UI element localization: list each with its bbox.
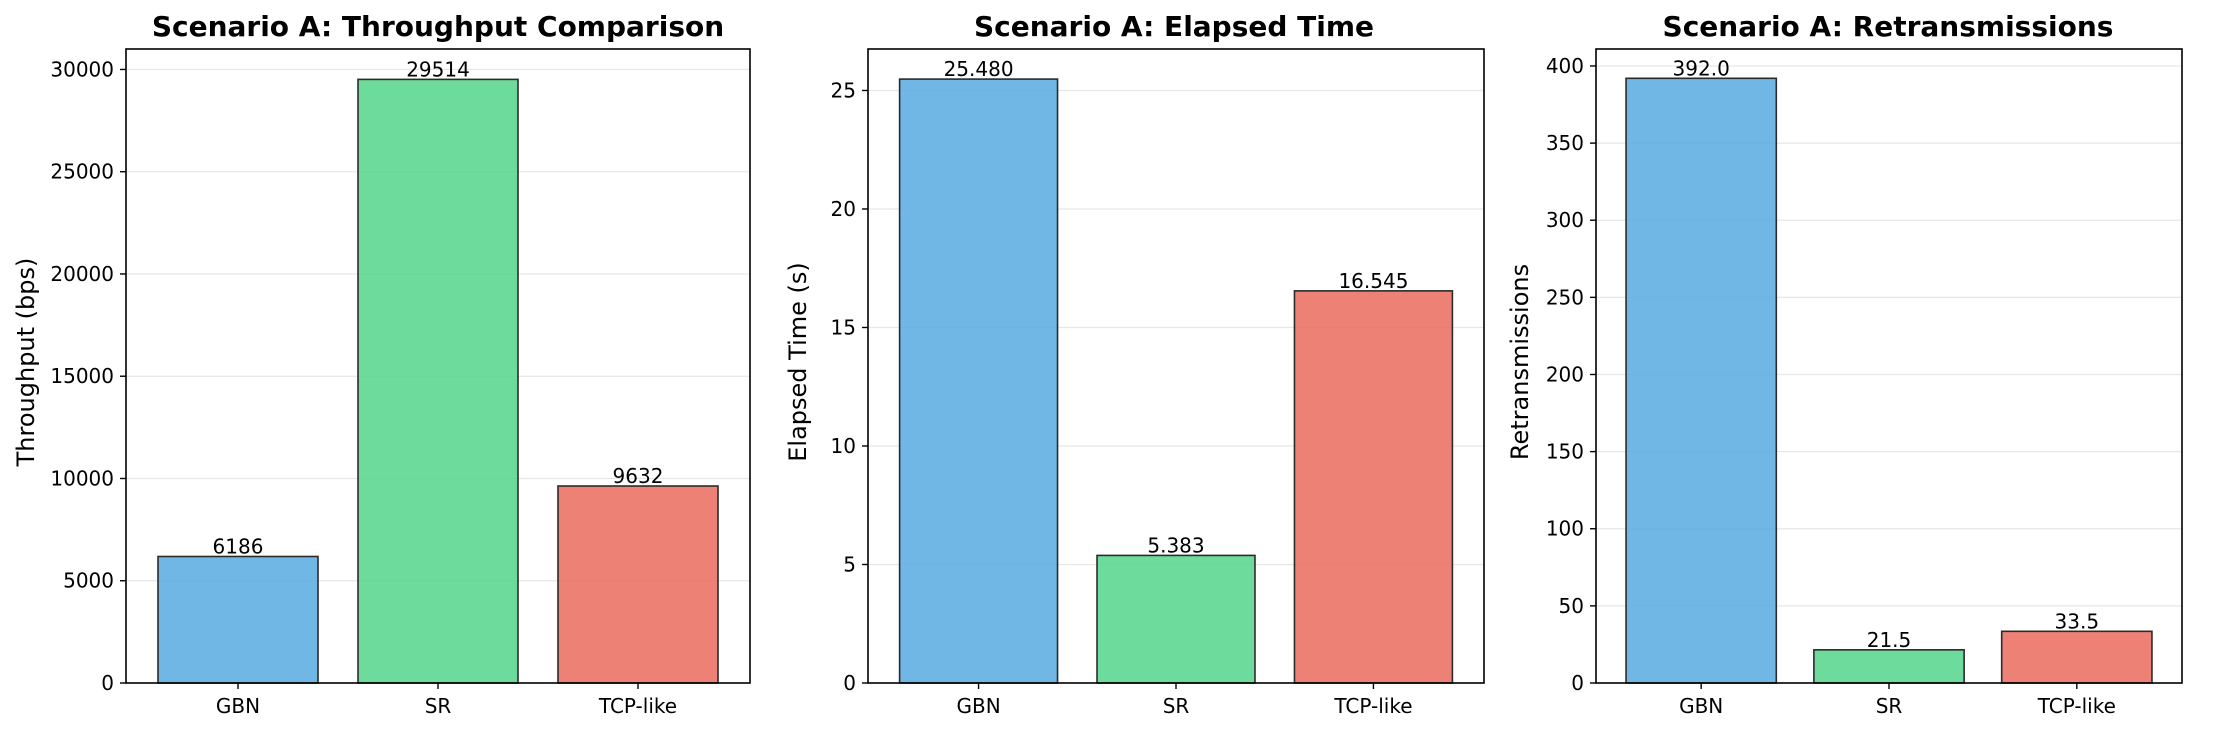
y-tick-label: 10000 (50, 466, 114, 490)
y-tick-label: 25 (831, 78, 856, 102)
bar-gbn (898, 78, 1059, 684)
x-tick-label: GBN (216, 694, 260, 718)
axes-frame (1595, 48, 2183, 684)
data-label: 5.383 (1147, 533, 1204, 557)
bar-tcp-like (557, 485, 719, 684)
chart-panel-elapsed-time: Scenario A: Elapsed Time Elapsed Time (s… (784, 10, 1485, 718)
y-tick-label: 30000 (50, 57, 114, 81)
data-label: 16.545 (1338, 269, 1408, 293)
x-tick-label: SR (1163, 694, 1190, 718)
y-tick-label: 20 (831, 197, 856, 221)
y-tick-label: 0 (843, 671, 856, 695)
chart-title: Scenario A: Elapsed Time (974, 10, 1374, 43)
x-tick-label: TCP-like (2037, 694, 2116, 718)
chart-title: Scenario A: Throughput Comparison (152, 10, 724, 43)
y-tick-label: 100 (1546, 517, 1584, 541)
x-tick-label: GBN (1679, 694, 1723, 718)
y-tick-label: 200 (1546, 362, 1584, 386)
y-tick-label: 0 (1571, 671, 1584, 695)
bar-sr (357, 78, 519, 684)
y-axis-label: Retransmissions (1506, 264, 1534, 460)
y-tick-label: 0 (101, 671, 114, 695)
bar-tcp-like (1293, 290, 1454, 684)
data-label: 25.480 (944, 57, 1014, 81)
y-tick-label: 25000 (50, 160, 114, 184)
bar-sr (1096, 554, 1256, 684)
y-tick-label: 350 (1546, 131, 1584, 155)
bar-sr (1813, 649, 1965, 684)
y-tick-label: 50 (1559, 594, 1584, 618)
y-tick-label: 5000 (63, 569, 114, 593)
y-tick-label: 400 (1546, 54, 1584, 78)
data-label: 29514 (406, 57, 470, 81)
axes-frame (867, 48, 1485, 684)
y-tick-label: 20000 (50, 262, 114, 286)
plot-area: 25.480 GBN 5.383 SR 16.545 TCP-like 0 5 10 15 20 25 (831, 48, 1485, 718)
data-label: 392.0 (1673, 56, 1730, 80)
y-axis-label: Throughput (bps) (12, 258, 40, 468)
bar-gbn (157, 555, 319, 684)
data-label: 6186 (213, 534, 264, 558)
chart-panel-retransmissions: Scenario A: Retransmissions Retransmissi… (1506, 10, 2183, 718)
plot-area: 6186 GBN 29514 SR 9632 TCP-like 0 5000 10000 1500… (50, 48, 751, 718)
y-tick-label: 5 (843, 552, 856, 576)
x-tick-label: SR (1876, 694, 1903, 718)
y-axis-label: Elapsed Time (s) (784, 262, 812, 462)
x-tick-label: TCP-like (1333, 694, 1412, 718)
plot-area: 392.0 GBN 21.5 SR 33.5 TCP-like 0 50 100 150 200 25… (1546, 48, 2183, 718)
chart-panel-throughput: Scenario A: Throughput Comparison Throug… (12, 10, 751, 718)
data-label: 9632 (613, 464, 664, 488)
x-tick-label: SR (425, 694, 452, 718)
y-tick-label: 150 (1546, 440, 1584, 464)
data-label: 21.5 (1867, 628, 1912, 652)
y-tick-label: 300 (1546, 208, 1584, 232)
chart-title: Scenario A: Retransmissions (1663, 10, 2114, 43)
bar-gbn (1625, 77, 1778, 684)
bar-tcp-like (2000, 630, 2153, 684)
axes-frame (125, 48, 751, 684)
data-label: 33.5 (2055, 609, 2100, 633)
y-tick-label: 15000 (50, 364, 114, 388)
y-tick-label: 250 (1546, 285, 1584, 309)
y-tick-label: 10 (831, 434, 856, 458)
y-tick-label: 15 (831, 315, 856, 339)
x-tick-label: TCP-like (598, 694, 677, 718)
x-tick-label: GBN (956, 694, 1000, 718)
